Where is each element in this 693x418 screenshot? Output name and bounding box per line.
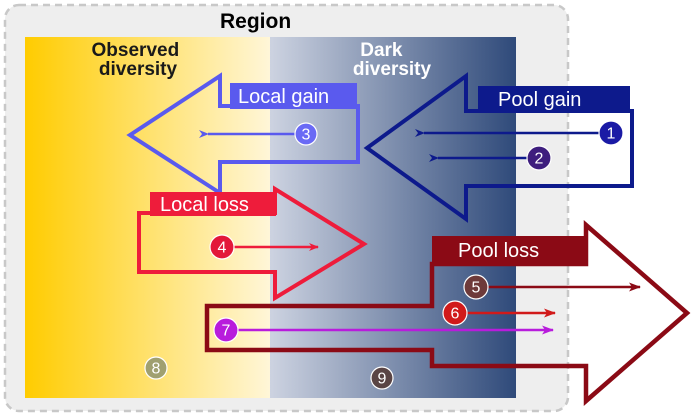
local-gain-label-bg (230, 83, 357, 109)
local-gain-arrow (126, 72, 360, 197)
pool-gain-label-bg (478, 86, 630, 112)
marker-3-label: 3 (302, 127, 311, 144)
marker-7-label: 7 (222, 323, 231, 340)
dark-label-line2: diversity (353, 59, 432, 80)
marker-5: 5 (463, 274, 489, 300)
local-loss-label-bg (150, 192, 276, 216)
local-gain-label: Local gain (238, 86, 329, 108)
observed-label-line1: Observed (92, 40, 180, 61)
local-loss-label: Local loss (160, 194, 249, 216)
pool-loss-arrow (204, 220, 691, 406)
marker-9: 9 (370, 366, 394, 390)
marker-8: 8 (144, 356, 168, 380)
pool-gain-arrow (363, 72, 634, 223)
marker-3: 3 (294, 122, 318, 146)
marker-6-label: 6 (451, 306, 460, 323)
marker-9-label: 9 (378, 371, 387, 388)
marker-1: 1 (598, 120, 624, 146)
marker-5-label: 5 (472, 280, 481, 297)
marker-1-label: 1 (607, 126, 616, 143)
marker-2: 2 (526, 145, 552, 171)
marker-6: 6 (442, 300, 468, 326)
pool-gain-label: Pool gain (498, 89, 581, 111)
marker-4: 4 (209, 234, 235, 260)
marker-8-label: 8 (152, 361, 161, 378)
observed-label-line2: diversity (99, 59, 178, 80)
region-title: Region (220, 10, 291, 33)
marker-4-label: 4 (218, 240, 227, 257)
dark-label-line1: Dark (360, 40, 403, 61)
dark-diversity-label: Dark diversity (353, 40, 432, 80)
observed-diversity-label: Observed diversity (92, 40, 185, 80)
marker-7: 7 (213, 317, 239, 343)
pool-loss-label-bg (432, 236, 587, 264)
marker-2-label: 2 (535, 151, 544, 168)
pool-loss-label: Pool loss (458, 240, 539, 262)
